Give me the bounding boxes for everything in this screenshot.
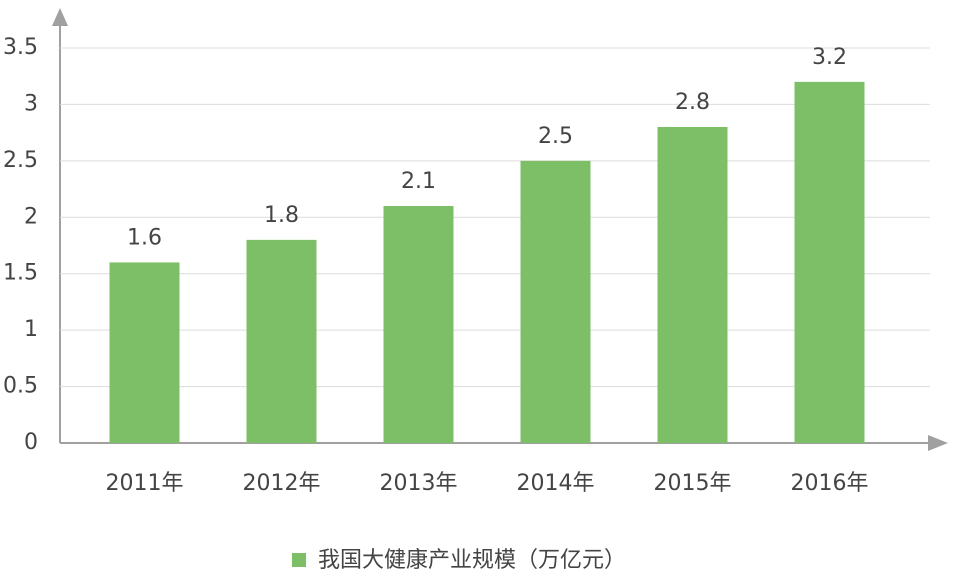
y-tick-label: 1.5	[3, 261, 38, 286]
y-tick-label: 3	[24, 91, 38, 116]
bar	[520, 160, 591, 443]
y-tick-label: 2	[24, 204, 38, 229]
bar	[246, 239, 317, 443]
legend-label: 我国大健康产业规模（万亿元）	[318, 548, 626, 573]
value-label: 1.8	[264, 203, 299, 228]
bar	[794, 81, 865, 443]
x-axis-arrow	[928, 435, 948, 451]
y-tick-label: 0.5	[3, 374, 38, 399]
value-label: 2.1	[401, 169, 436, 194]
y-tick-label: 3.5	[3, 35, 38, 60]
value-label: 3.2	[812, 45, 847, 70]
y-tick-label: 0	[24, 430, 38, 455]
value-label: 2.5	[538, 124, 573, 149]
y-tick-label: 1	[24, 317, 38, 342]
value-label: 2.8	[675, 90, 710, 115]
y-tick-label: 2.5	[3, 148, 38, 173]
x-tick-label: 2014年	[517, 471, 595, 496]
bar	[109, 262, 180, 443]
x-tick-label: 2013年	[380, 471, 458, 496]
legend-swatch	[292, 553, 306, 567]
x-tick-label: 2016年	[791, 471, 869, 496]
bar	[657, 127, 728, 443]
value-label: 1.6	[127, 225, 162, 250]
x-tick-label: 2015年	[654, 471, 732, 496]
y-axis-arrow	[52, 8, 68, 26]
x-tick-label: 2012年	[243, 471, 321, 496]
x-tick-label: 2011年	[106, 471, 184, 496]
bar	[383, 206, 454, 443]
